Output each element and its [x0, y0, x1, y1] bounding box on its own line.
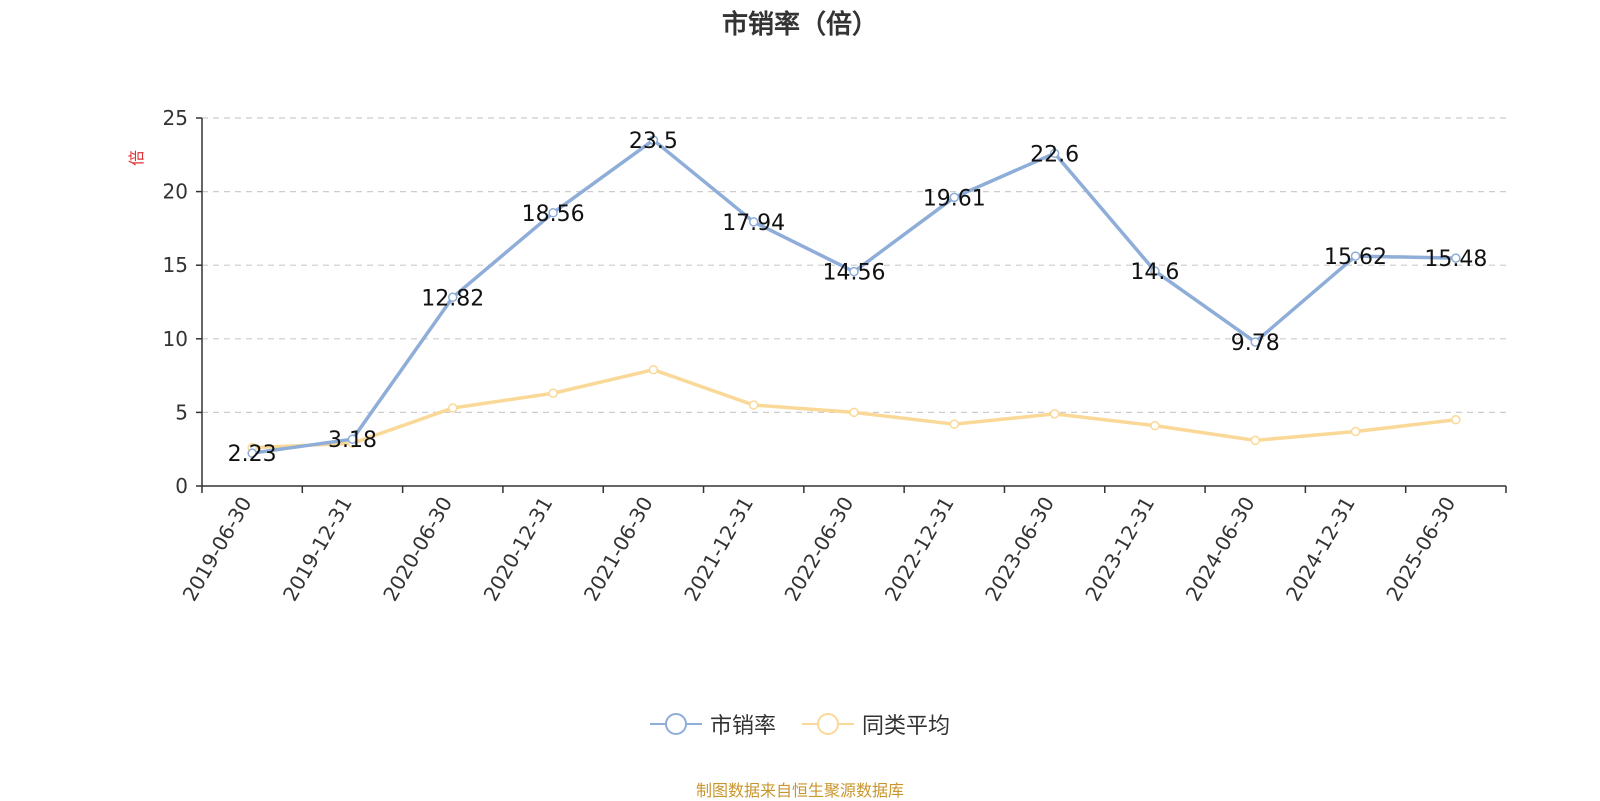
legend-line-marker-blue-icon: [649, 713, 702, 735]
series: [247, 135, 1461, 458]
series-1-point[interactable]: [648, 135, 659, 145]
chart-title: 市销率（倍）: [721, 10, 878, 40]
series-2-point[interactable]: [1250, 435, 1260, 446]
data-label: 14.6: [1130, 260, 1179, 285]
legend-label-series-2: 同类平均: [862, 714, 951, 739]
series-1-point[interactable]: [849, 266, 859, 277]
legend: 市销率 同类平均: [0, 708, 1600, 740]
series-1-point[interactable]: [1451, 253, 1461, 263]
data-label: 14.56: [823, 261, 886, 286]
series-1-point[interactable]: [949, 192, 960, 203]
data-label: 15.48: [1424, 247, 1487, 272]
y-tick-label: 5: [175, 400, 188, 424]
x-tick-label: 2023-06-30: [980, 493, 1059, 606]
x-tick-label: 2020-06-30: [378, 493, 457, 606]
legend-label-series-1: 市销率: [709, 714, 776, 739]
series-2-point[interactable]: [1150, 420, 1160, 431]
data-label: 2.23: [228, 442, 277, 467]
data-label: 9.78: [1231, 331, 1280, 356]
y-tick-label: 0: [175, 474, 188, 498]
series-2-point[interactable]: [1451, 415, 1461, 425]
data-label: 18.56: [522, 202, 585, 227]
series-2-point[interactable]: [548, 388, 558, 399]
series-1-point[interactable]: [1250, 337, 1260, 347]
source-note: 制图数据来自恒生聚源数据库: [695, 781, 904, 800]
legend-item-series-1[interactable]: 市销率: [649, 708, 776, 740]
series-2-point[interactable]: [748, 400, 759, 410]
legend-item-series-2[interactable]: 同类平均: [802, 708, 950, 740]
series-1-point[interactable]: [748, 217, 759, 227]
data-label: 19.61: [923, 186, 986, 211]
x-tick-label: 2019-12-31: [278, 493, 357, 606]
x-tick-label: 2024-06-30: [1181, 493, 1260, 606]
y-tick-label: 20: [163, 180, 188, 204]
y-tick-label: 10: [163, 327, 188, 351]
legend-line-marker-yellow-icon: [802, 713, 854, 735]
series-1-point[interactable]: [448, 292, 458, 303]
series-1-point[interactable]: [1150, 266, 1160, 276]
series-2-point[interactable]: [1350, 426, 1361, 437]
y-axis-unit-label: 倍: [127, 150, 146, 166]
data-label: 15.62: [1324, 245, 1387, 270]
axes: 0 5 10 15 20 25 2019-06-30 2019-12-31 2020-06-30…: [163, 106, 1507, 606]
x-tick-label: 2022-12-31: [880, 492, 959, 605]
series-1-point[interactable]: [1350, 251, 1361, 261]
x-tick-label: 2022-06-30: [779, 493, 858, 606]
line-chart: 0 5 10 15 20 25 2019-06-30 2019-12-31 2020-06-30…: [127, 106, 1507, 606]
x-tick-label: 2019-06-30: [178, 493, 257, 606]
series-2-point[interactable]: [648, 364, 659, 375]
data-label: 22.6: [1030, 142, 1079, 167]
x-tick-label: 2023-12-31: [1080, 493, 1159, 606]
x-tick-label: 2025-06-30: [1381, 493, 1460, 606]
y-tick-label: 15: [163, 253, 188, 277]
series-1-point[interactable]: [1049, 148, 1060, 159]
data-label: 17.94: [722, 211, 785, 236]
series-2-point[interactable]: [448, 403, 458, 413]
series-2-point[interactable]: [949, 419, 960, 429]
series-2-point[interactable]: [849, 407, 859, 418]
x-tick-label: 2024-12-31: [1281, 493, 1360, 606]
data-label: 12.82: [421, 286, 484, 311]
data-label: 23.5: [629, 129, 678, 154]
series-1-point[interactable]: [347, 434, 358, 444]
data-labels: 2.23 3.18 12.82 18.56 23.5 17.94 14.56 19.61 22.…: [228, 129, 1488, 467]
series-1-point[interactable]: [548, 208, 558, 218]
x-tick-label: 2021-12-31: [679, 493, 758, 606]
series-1-point[interactable]: [247, 448, 257, 458]
x-tick-label: 2021-06-30: [579, 493, 658, 606]
y-tick-label: 25: [163, 106, 188, 130]
series-2-point[interactable]: [1049, 409, 1060, 419]
data-label: 3.18: [328, 428, 377, 453]
x-tick-label: 2020-12-31: [479, 493, 558, 606]
